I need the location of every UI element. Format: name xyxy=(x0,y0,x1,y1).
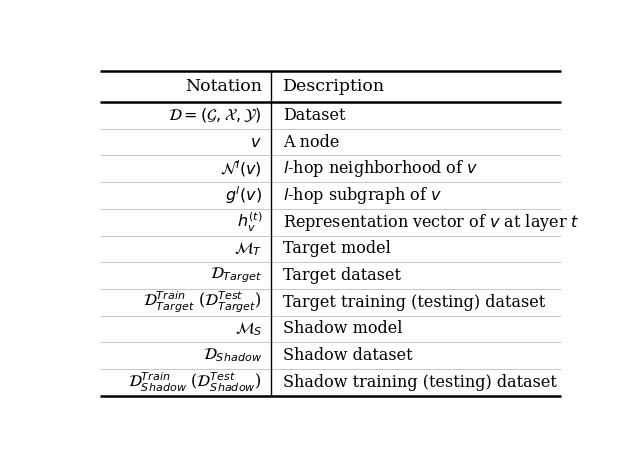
Text: $\mathcal{D}_{Target}^{Train}$ ($\mathcal{D}_{Target}^{Test}$): $\mathcal{D}_{Target}^{Train}$ ($\mathca… xyxy=(143,290,262,315)
Text: Shadow dataset: Shadow dataset xyxy=(284,347,413,364)
Text: Shadow model: Shadow model xyxy=(284,320,403,337)
Text: $g^{l}(v)$: $g^{l}(v)$ xyxy=(225,185,262,207)
Text: $v$: $v$ xyxy=(250,134,262,151)
Text: Notation: Notation xyxy=(185,78,262,95)
Text: $l$-hop neighborhood of $v$: $l$-hop neighborhood of $v$ xyxy=(284,158,479,179)
Text: Target model: Target model xyxy=(284,241,391,257)
Text: $\mathcal{D} = (\mathcal{G}, \mathcal{X}, \mathcal{Y})$: $\mathcal{D} = (\mathcal{G}, \mathcal{X}… xyxy=(168,106,262,124)
Text: $h_v^{(t)}$: $h_v^{(t)}$ xyxy=(237,211,262,234)
Text: A node: A node xyxy=(284,134,340,151)
Text: $l$-hop subgraph of $v$: $l$-hop subgraph of $v$ xyxy=(284,185,443,206)
Text: Target training (testing) dataset: Target training (testing) dataset xyxy=(284,294,546,311)
Text: $\mathcal{N}^{l}(v)$: $\mathcal{N}^{l}(v)$ xyxy=(220,158,262,179)
Text: Shadow training (testing) dataset: Shadow training (testing) dataset xyxy=(284,374,557,391)
Text: Target dataset: Target dataset xyxy=(284,267,401,284)
Text: $\mathcal{M}_S$: $\mathcal{M}_S$ xyxy=(234,320,262,338)
Text: $\mathcal{D}_{Shadow}$: $\mathcal{D}_{Shadow}$ xyxy=(203,347,262,364)
Text: $\mathcal{M}_T$: $\mathcal{M}_T$ xyxy=(234,240,262,257)
Text: Representation vector of $v$ at layer $t$: Representation vector of $v$ at layer $t… xyxy=(284,212,580,233)
Text: $\mathcal{D}_{Shadow}^{Train}$ ($\mathcal{D}_{Shadow}^{Test}$): $\mathcal{D}_{Shadow}^{Train}$ ($\mathca… xyxy=(129,371,262,394)
Text: Dataset: Dataset xyxy=(284,107,346,124)
Text: Description: Description xyxy=(284,78,385,95)
Text: $\mathcal{D}_{Target}$: $\mathcal{D}_{Target}$ xyxy=(210,266,262,285)
